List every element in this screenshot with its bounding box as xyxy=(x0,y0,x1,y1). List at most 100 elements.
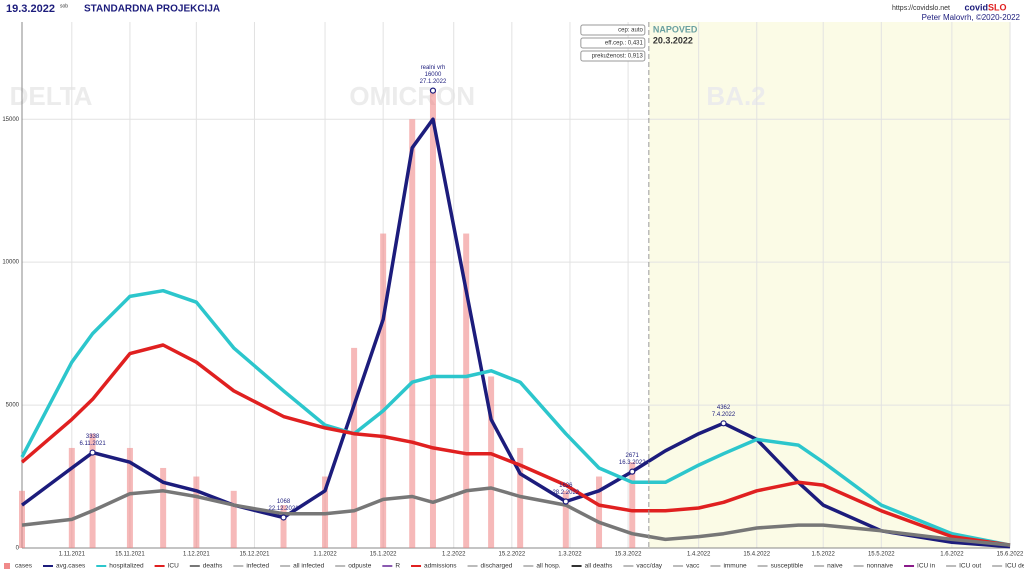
legend-label: ICU xyxy=(168,563,180,570)
legend-label: avg.cases xyxy=(56,563,86,570)
annotation-marker xyxy=(720,420,727,427)
title: STANDARDNA PROJEKCIJA xyxy=(84,4,220,15)
brand: covid xyxy=(964,2,988,12)
bar xyxy=(351,347,358,548)
annotation-date: 6.11.2021 xyxy=(79,441,106,447)
author: Peter Malovrh, ©2020-2022 xyxy=(922,13,1021,22)
series-line xyxy=(20,288,1011,547)
x-tick-label: 15.2.2022 xyxy=(498,552,525,558)
annotation-date: 16.3.2022 xyxy=(619,460,646,466)
bar xyxy=(230,490,237,548)
legend-label: naive xyxy=(827,563,843,570)
annotation-value: 2671 xyxy=(626,453,640,459)
legend-label: infected xyxy=(246,563,269,570)
bar xyxy=(596,476,603,548)
info-text: cep: auto xyxy=(618,28,643,34)
annotation-marker xyxy=(629,468,636,475)
forecast-area xyxy=(648,22,1010,548)
brand-2: SLO xyxy=(988,2,1007,12)
annotation-value: 1068 xyxy=(277,499,291,505)
x-tick-label: 15.11.2021 xyxy=(115,552,145,558)
info-box xyxy=(580,24,646,36)
day: sob xyxy=(60,3,68,9)
legend-label: nonnaive xyxy=(867,563,894,570)
legend-label: vacc/day xyxy=(636,563,662,570)
bar xyxy=(562,490,569,548)
bar xyxy=(89,433,96,548)
info-box xyxy=(580,37,646,49)
annotation-date: 22.12.2021 xyxy=(269,506,300,512)
info-text: prekuženost: 0,913 xyxy=(592,54,644,60)
legend-label: ICU in xyxy=(917,563,935,570)
bar xyxy=(193,476,200,548)
annotation-value: 3338 xyxy=(86,434,100,440)
x-tick-label: 1.4.2022 xyxy=(687,552,711,558)
bar xyxy=(126,447,133,548)
info-box xyxy=(580,50,646,62)
bar xyxy=(629,462,636,548)
legend-label: all hosp. xyxy=(536,563,560,570)
x-tick-label: 1.1.2022 xyxy=(313,552,337,558)
legend-label: odpuste xyxy=(348,563,372,570)
x-tick-label: 1.11.2021 xyxy=(59,552,86,558)
bar xyxy=(429,90,436,548)
x-tick-label: 1.2.2022 xyxy=(442,552,466,558)
annotation-marker xyxy=(280,514,287,521)
legend-label: R xyxy=(395,563,400,570)
annotation-date: 27.1.2022 xyxy=(420,79,447,85)
x-tick-label: 1.5.2022 xyxy=(812,552,836,558)
legend-label: ICU deaths xyxy=(1005,563,1024,570)
annotation-marker xyxy=(429,87,437,94)
url: https://covidslo.net xyxy=(892,5,950,12)
series-line xyxy=(20,343,1011,547)
x-tick-label: 15.5.2022 xyxy=(868,552,895,558)
wave-label: OMICRON xyxy=(349,81,475,111)
legend-label: deaths xyxy=(203,563,223,570)
annotation-value: 16000 xyxy=(425,72,442,78)
series-line xyxy=(21,486,1011,547)
x-tick-label: 15.3.2022 xyxy=(615,552,642,558)
series-line xyxy=(20,117,1011,549)
y-tick-label: 10000 xyxy=(2,260,19,266)
y-tick-label: 15000 xyxy=(2,117,19,123)
forecast-label: NAPOVED xyxy=(653,24,698,34)
legend-label: susceptible xyxy=(771,563,804,570)
legend-label: discharged xyxy=(481,563,513,570)
bar xyxy=(380,233,387,549)
bar xyxy=(68,447,75,548)
y-tick-label: 0 xyxy=(16,546,20,552)
annotation-date: 7.4.2022 xyxy=(712,412,736,418)
legend-label: hospitalized xyxy=(109,563,144,570)
x-tick-label: 1.3.2022 xyxy=(558,552,582,558)
legend-label: cases xyxy=(15,563,33,570)
bar xyxy=(463,233,470,549)
legend-label: vacc xyxy=(686,563,700,570)
annotation-date: 28.2.2022 xyxy=(552,490,579,496)
annotation-value: 4362 xyxy=(717,405,731,411)
x-tick-label: 1.6.2022 xyxy=(940,552,964,558)
legend-label: immune xyxy=(723,563,747,570)
info-text: eff.cep.: 0,431 xyxy=(605,41,644,47)
x-tick-label: 15.6.2022 xyxy=(997,552,1024,558)
bar xyxy=(488,376,495,548)
annotation-marker xyxy=(562,498,569,505)
bar xyxy=(160,467,167,548)
bar xyxy=(280,505,287,548)
legend-label: all deaths xyxy=(585,563,614,570)
wave-label: DELTA xyxy=(10,81,93,111)
x-tick-label: 15.12.2021 xyxy=(239,552,270,558)
x-tick-label: 15.1.2022 xyxy=(370,552,397,558)
annotation-value: 1626 xyxy=(559,483,573,489)
date: 19.3.2022 xyxy=(6,3,55,15)
annotation-label: realni vrh xyxy=(421,65,446,71)
y-tick-label: 5000 xyxy=(6,403,20,409)
legend-label: all infected xyxy=(293,563,324,570)
bar xyxy=(409,119,416,549)
legend-label: admissions xyxy=(424,563,457,570)
legend-swatch xyxy=(4,563,10,569)
bar xyxy=(19,490,25,548)
legend-label: ICU out xyxy=(959,563,981,570)
wave-label: BA.2 xyxy=(706,81,765,111)
x-tick-label: 1.12.2021 xyxy=(183,552,210,558)
